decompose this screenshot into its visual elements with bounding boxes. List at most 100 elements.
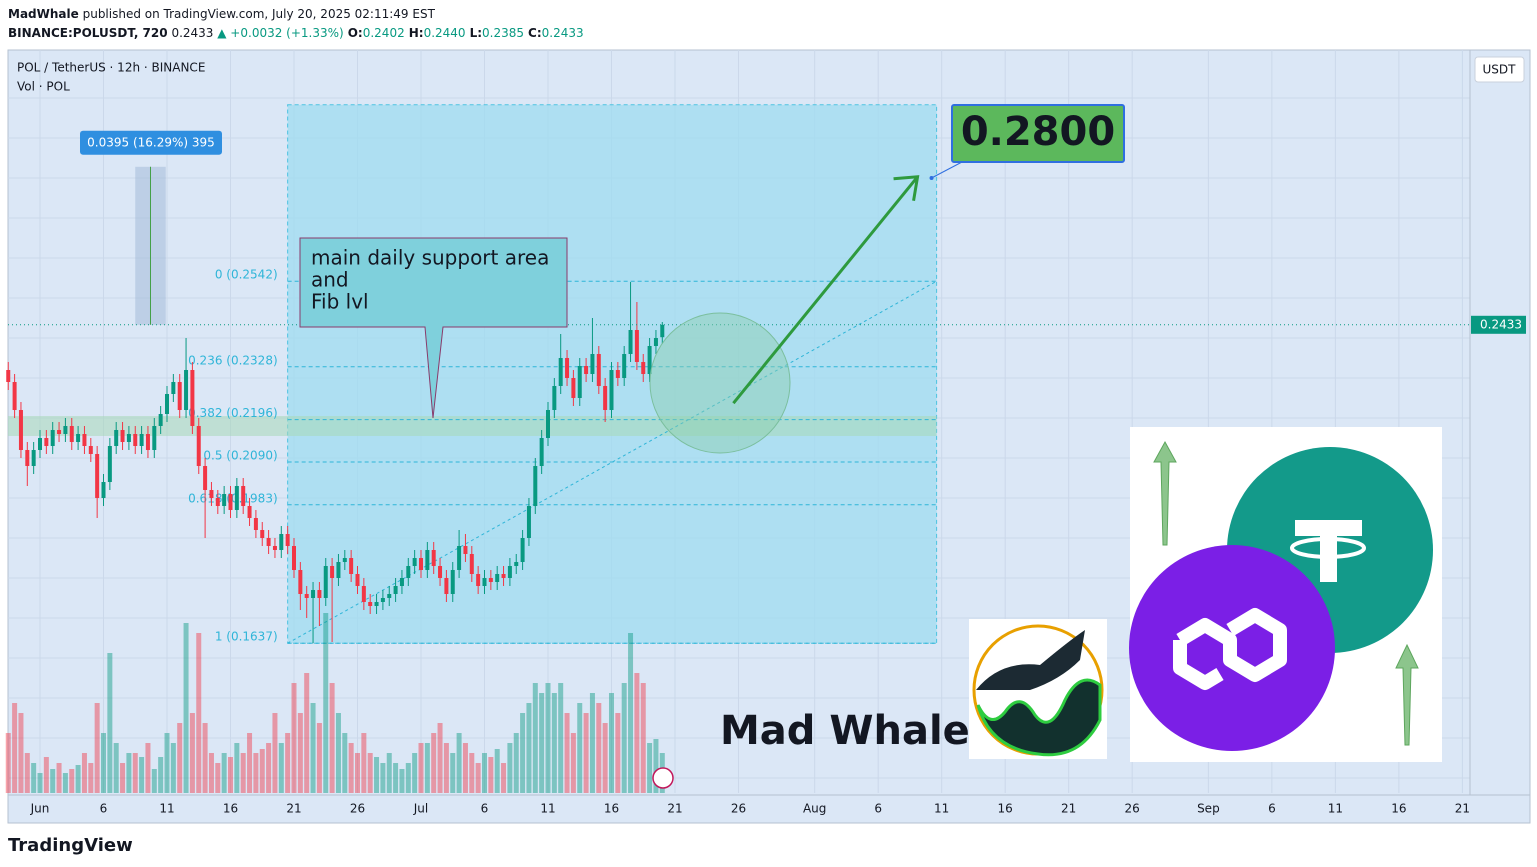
- volume-bar: [577, 703, 583, 793]
- volume-bar: [393, 763, 399, 793]
- candle-body: [336, 562, 341, 578]
- x-tick-label: 16: [223, 802, 238, 816]
- volume-bar: [88, 763, 94, 793]
- volume-bar: [412, 753, 418, 793]
- candle-body: [514, 562, 519, 566]
- volume-bar: [253, 753, 259, 793]
- candle-body: [247, 506, 252, 518]
- volume-bar: [12, 703, 18, 793]
- fib-label: 1 (0.1637): [215, 630, 278, 644]
- volume-bar: [634, 673, 640, 793]
- x-tick-label: 6: [100, 802, 108, 816]
- candle-body: [107, 446, 112, 482]
- volume-bar: [164, 733, 170, 793]
- x-tick-label: 6: [874, 802, 882, 816]
- ohlc-key: C:: [528, 26, 542, 40]
- candle-body: [279, 534, 284, 550]
- candle-body: [425, 550, 430, 570]
- volume-bar: [532, 683, 538, 793]
- candle-body: [228, 494, 233, 510]
- candle-body: [457, 546, 462, 570]
- volume-bar: [520, 713, 526, 793]
- volume-bar: [259, 749, 265, 793]
- volume-bar: [56, 763, 62, 793]
- volume-bar: [602, 723, 608, 793]
- volume-bar: [374, 757, 380, 793]
- volume-bar: [158, 757, 164, 793]
- target-arrowhead: [893, 175, 920, 202]
- fib-label: 0 (0.2542): [215, 268, 278, 282]
- candle-body: [215, 498, 220, 506]
- candle-body: [406, 566, 411, 578]
- target-leader: [931, 161, 963, 179]
- candle-body: [50, 430, 55, 446]
- volume-bar: [5, 733, 11, 793]
- x-tick-label: 16: [1391, 802, 1406, 816]
- fib-label: 0.618 (0.1983): [188, 491, 278, 505]
- volume-bar: [113, 743, 119, 793]
- fib-trend: [287, 280, 937, 644]
- candle-body: [25, 450, 30, 466]
- candle-body: [393, 586, 398, 594]
- candle-body: [596, 354, 601, 386]
- volume-bar: [310, 703, 316, 793]
- candle-body: [120, 430, 125, 442]
- candle-body: [291, 546, 296, 570]
- volume-bar: [335, 713, 341, 793]
- volume-bar: [545, 683, 551, 793]
- volume-bar: [202, 723, 208, 793]
- ohlc-value: 0.2402: [363, 26, 405, 40]
- candle-body: [418, 558, 423, 570]
- candle-body: [368, 602, 373, 606]
- volume-bar: [170, 743, 176, 793]
- x-tick-label: Jun: [30, 802, 50, 816]
- candle-body: [184, 370, 189, 410]
- brand: Mad Whale: [720, 708, 970, 754]
- volume-bar: [437, 723, 443, 793]
- chart-subtitle: Vol · POL: [17, 80, 70, 94]
- event-icon: [652, 767, 674, 789]
- volume-bar: [126, 753, 132, 793]
- x-tick-label: 6: [1268, 802, 1276, 816]
- x-tick-label: 21: [1061, 802, 1076, 816]
- candle-body: [253, 518, 258, 530]
- candle-body: [82, 434, 87, 446]
- candle-body: [520, 538, 525, 562]
- candle-body: [241, 486, 246, 506]
- x-tick-label: 21: [667, 802, 682, 816]
- volume-bar: [551, 693, 557, 793]
- candle-body: [622, 354, 627, 378]
- volume-bar: [608, 693, 614, 793]
- volume-bar: [405, 763, 411, 793]
- candle-body: [57, 430, 62, 434]
- ohlc-key: O:: [348, 26, 363, 40]
- volume-bar: [208, 753, 214, 793]
- header-line-1: MadWhale published on TradingView.com, J…: [8, 7, 436, 21]
- volume-bar: [266, 743, 272, 793]
- volume-bar: [215, 763, 221, 793]
- up-arrow-1: [1153, 440, 1177, 546]
- candle-body: [139, 434, 144, 446]
- candle-body: [482, 578, 487, 586]
- candle-body: [558, 358, 563, 386]
- whale: [976, 630, 1085, 690]
- x-tick-label: 16: [604, 802, 619, 816]
- volume-bar: [285, 733, 291, 793]
- candle-body: [628, 330, 633, 354]
- volume-bar: [481, 753, 487, 793]
- candle-body: [399, 578, 404, 586]
- volume-bar: [62, 773, 68, 793]
- currency-box: [1474, 56, 1525, 83]
- candle-body: [266, 538, 271, 546]
- volume-bar: [151, 769, 157, 793]
- candle-body: [590, 354, 595, 374]
- volume-bar: [583, 713, 589, 793]
- volume-bar: [247, 733, 253, 793]
- volume-bar: [304, 673, 310, 793]
- candle-body: [374, 602, 379, 606]
- last-price-label: 0.2433: [1480, 317, 1522, 331]
- volume-bar: [228, 757, 234, 793]
- candle-body: [69, 426, 74, 442]
- volume-bar: [539, 693, 545, 793]
- candle-body: [431, 550, 436, 566]
